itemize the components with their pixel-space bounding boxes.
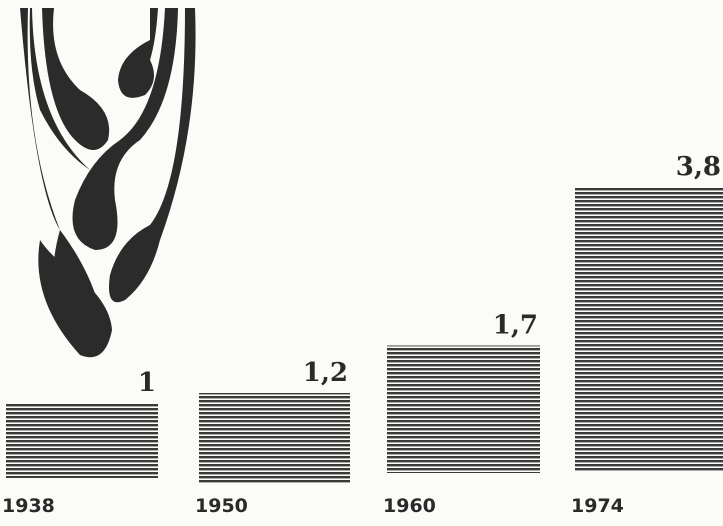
bar bbox=[575, 187, 723, 472]
bar bbox=[6, 403, 158, 478]
wheat-illustration bbox=[20, 8, 196, 357]
value-label: 1,2 bbox=[303, 358, 348, 388]
category-label: 1950 bbox=[195, 495, 248, 517]
category-label: 1938 bbox=[2, 495, 55, 517]
category-label: 1960 bbox=[383, 495, 436, 517]
category-label: 1974 bbox=[571, 495, 624, 517]
value-label: 1 bbox=[138, 368, 156, 398]
bar bbox=[199, 393, 350, 483]
value-label: 3,8 bbox=[676, 152, 721, 182]
chart: 1 1938 1,2 1950 1,7 1960 3,8 1974 bbox=[0, 0, 723, 526]
bar bbox=[387, 346, 540, 474]
value-label: 1,7 bbox=[493, 311, 538, 341]
